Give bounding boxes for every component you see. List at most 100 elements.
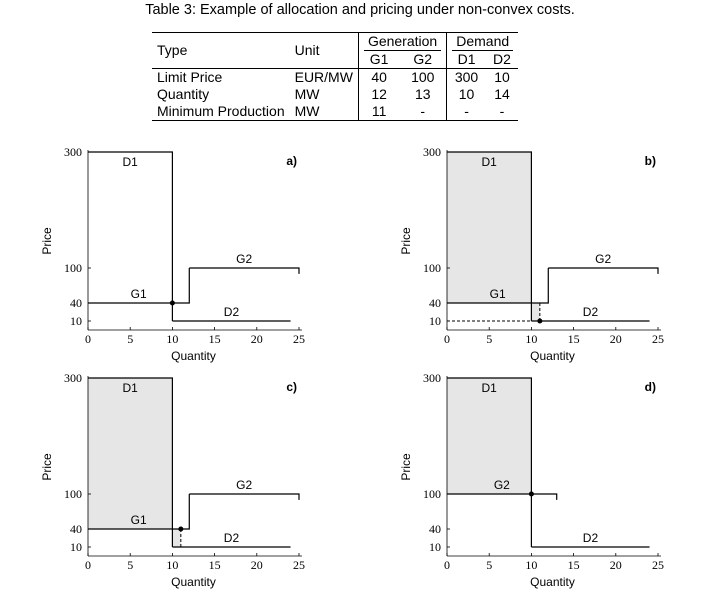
y-tick-label: 300 (64, 145, 82, 159)
x-tick-label: 15 (568, 558, 580, 572)
equilibrium-point (528, 491, 534, 497)
series-line-d1 (447, 377, 533, 547)
cell-d2: 14 (494, 86, 510, 102)
x-tick-label: 15 (209, 332, 221, 346)
series-label-d2: D2 (224, 305, 240, 319)
series-line-g1 (88, 494, 190, 530)
cell-g2: - (399, 103, 447, 121)
y-tick-label: 40 (70, 522, 82, 536)
x-tick-label: 25 (293, 558, 305, 572)
series-label-g1: G1 (490, 287, 506, 301)
equilibrium-point (178, 526, 184, 532)
cell-d1: - (446, 103, 486, 121)
series-line-g2 (548, 267, 659, 274)
y-axis-label: Price (399, 227, 413, 255)
x-axis-label: Quantity (530, 575, 575, 589)
cell-g1: 40 (357, 68, 400, 86)
cell-d2: 10 (494, 69, 510, 85)
series-line-g2 (189, 493, 300, 500)
series-label-g1: G1 (131, 513, 147, 527)
cell-unit: MW (289, 103, 359, 121)
x-tick-label: 0 (444, 332, 450, 346)
x-tick-label: 10 (525, 558, 537, 572)
y-axis-label: Price (40, 453, 54, 481)
y-axis-label: Price (399, 453, 413, 481)
y-tick-label: 40 (70, 296, 82, 310)
series-label-g1: G1 (131, 287, 147, 301)
y-tick-label: 100 (423, 261, 441, 275)
shaded-region (88, 378, 173, 529)
y-tick-label: 10 (429, 540, 441, 554)
y-tick-label: 10 (70, 314, 82, 328)
series-label-d2: D2 (583, 531, 599, 545)
header-unit: Unit (289, 32, 359, 69)
shaded-region (172, 529, 181, 547)
y-tick-label: 100 (64, 261, 82, 275)
table-row: Limit Price EUR/MW 40 100 300 10 (152, 68, 518, 86)
allocation-table: Type Unit Generation Demand G1 G2 D1 D2 … (152, 32, 519, 121)
series-line-d1 (447, 151, 533, 321)
y-axis-label: Price (40, 227, 54, 255)
x-tick-label: 0 (444, 558, 450, 572)
x-tick-label: 20 (610, 332, 622, 346)
y-tick-label: 10 (70, 540, 82, 554)
header-g2: G2 (399, 51, 447, 69)
header-d2: D2 (485, 51, 519, 69)
x-tick-label: 20 (610, 558, 622, 572)
series-label-g2: G2 (236, 252, 252, 266)
series-line-g2 (189, 267, 300, 274)
cell-type: Quantity (157, 86, 210, 102)
cell-d2: - (485, 103, 519, 121)
shaded-region (531, 303, 540, 321)
x-tick-label: 25 (652, 332, 664, 346)
x-tick-label: 10 (166, 332, 178, 346)
x-tick-label: 25 (293, 332, 305, 346)
x-tick-label: 10 (166, 558, 178, 572)
series-label-d2: D2 (583, 305, 599, 319)
shaded-region (447, 152, 532, 303)
shaded-region (447, 378, 532, 494)
series-line-g1 (447, 268, 549, 304)
y-tick-label: 40 (429, 296, 441, 310)
header-demand: Demand (446, 32, 519, 51)
panel-label: d) (645, 380, 656, 394)
table-caption: Table 3: Example of allocation and prici… (145, 2, 575, 18)
y-tick-label: 300 (423, 145, 441, 159)
header-type: Type (152, 32, 290, 69)
series-line-d1 (88, 377, 173, 547)
y-tick-label: 100 (64, 487, 82, 501)
x-tick-label: 20 (251, 332, 263, 346)
x-axis-label: Quantity (530, 349, 575, 363)
series-label-d1: D1 (482, 381, 498, 395)
cell-unit: EUR/MW (294, 69, 353, 85)
x-axis-label: Quantity (171, 575, 216, 589)
cell-g1: 11 (357, 103, 400, 121)
x-tick-label: 20 (251, 558, 263, 572)
cell-g2: 13 (414, 86, 431, 102)
series-label-g2: G2 (595, 252, 611, 266)
series-label-d1: D1 (123, 381, 139, 395)
x-tick-label: 10 (525, 332, 537, 346)
y-tick-label: 300 (423, 371, 441, 385)
cell-g2: 100 (411, 69, 435, 85)
table-row: Minimum Production MW 11 - - - (152, 103, 519, 121)
series-line-g2 (447, 493, 558, 500)
x-axis-label: Quantity (171, 349, 216, 363)
y-tick-label: 300 (64, 371, 82, 385)
panel-label: b) (645, 154, 656, 168)
x-tick-label: 15 (209, 558, 221, 572)
x-tick-label: 5 (486, 332, 492, 346)
x-tick-label: 15 (568, 332, 580, 346)
y-tick-label: 10 (429, 314, 441, 328)
table-row: Quantity MW 12 13 10 14 (152, 86, 518, 103)
equilibrium-point (169, 300, 175, 306)
x-tick-label: 5 (127, 558, 133, 572)
cell-d1: 10 (446, 86, 486, 103)
cell-g1: 12 (357, 86, 400, 103)
series-line-g1 (88, 268, 190, 304)
header-d1: D1 (446, 51, 486, 69)
series-label-d1: D1 (123, 155, 139, 169)
x-tick-label: 0 (85, 332, 91, 346)
